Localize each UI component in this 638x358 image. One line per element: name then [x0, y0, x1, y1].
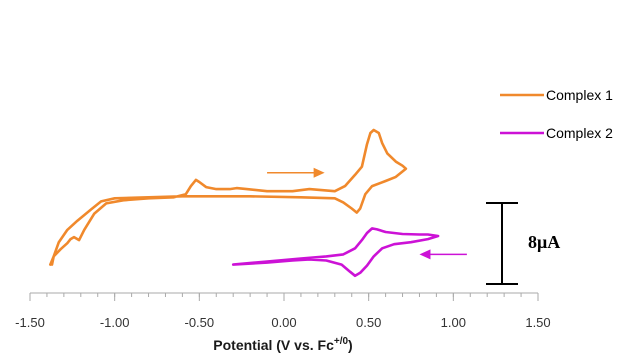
legend-item-1: Complex 1	[500, 87, 613, 103]
x-tick-label: 0.00	[271, 315, 296, 330]
scan-direction-arrow-2	[419, 249, 467, 260]
scale-bar: 8μA	[486, 202, 560, 285]
series-line-2	[231, 227, 440, 278]
x-axis-title-superscript: +/0	[334, 336, 349, 347]
arrow-head	[313, 167, 325, 178]
legend-label: Complex 1	[546, 87, 613, 103]
series-line-1	[49, 128, 408, 266]
x-axis-ticks: -1.50 -1.00 -0.50 0.00 0.50 1.00 1.50	[15, 293, 551, 330]
x-axis-title-suffix: )	[348, 337, 353, 353]
x-tick-label: 0.50	[356, 315, 381, 330]
x-axis-title: Potential (V vs. Fc+/0)	[213, 336, 352, 353]
x-axis-title-main: Potential (V vs. Fc	[213, 337, 334, 353]
legend: Complex 1 Complex 2	[500, 87, 613, 141]
legend-item-2: Complex 2	[500, 125, 613, 141]
scan-direction-arrow-1	[267, 167, 325, 178]
x-tick-label: 1.00	[441, 315, 466, 330]
curves-layer	[49, 128, 440, 278]
legend-label: Complex 2	[546, 125, 613, 141]
x-tick-label: -1.00	[100, 315, 130, 330]
x-tick-label: -0.50	[185, 315, 215, 330]
x-tick-label: 1.50	[525, 315, 550, 330]
annotations-layer	[267, 167, 467, 260]
x-tick-label: -1.50	[15, 315, 45, 330]
arrow-head	[419, 249, 431, 260]
scale-bar-label: 8μA	[528, 232, 560, 252]
